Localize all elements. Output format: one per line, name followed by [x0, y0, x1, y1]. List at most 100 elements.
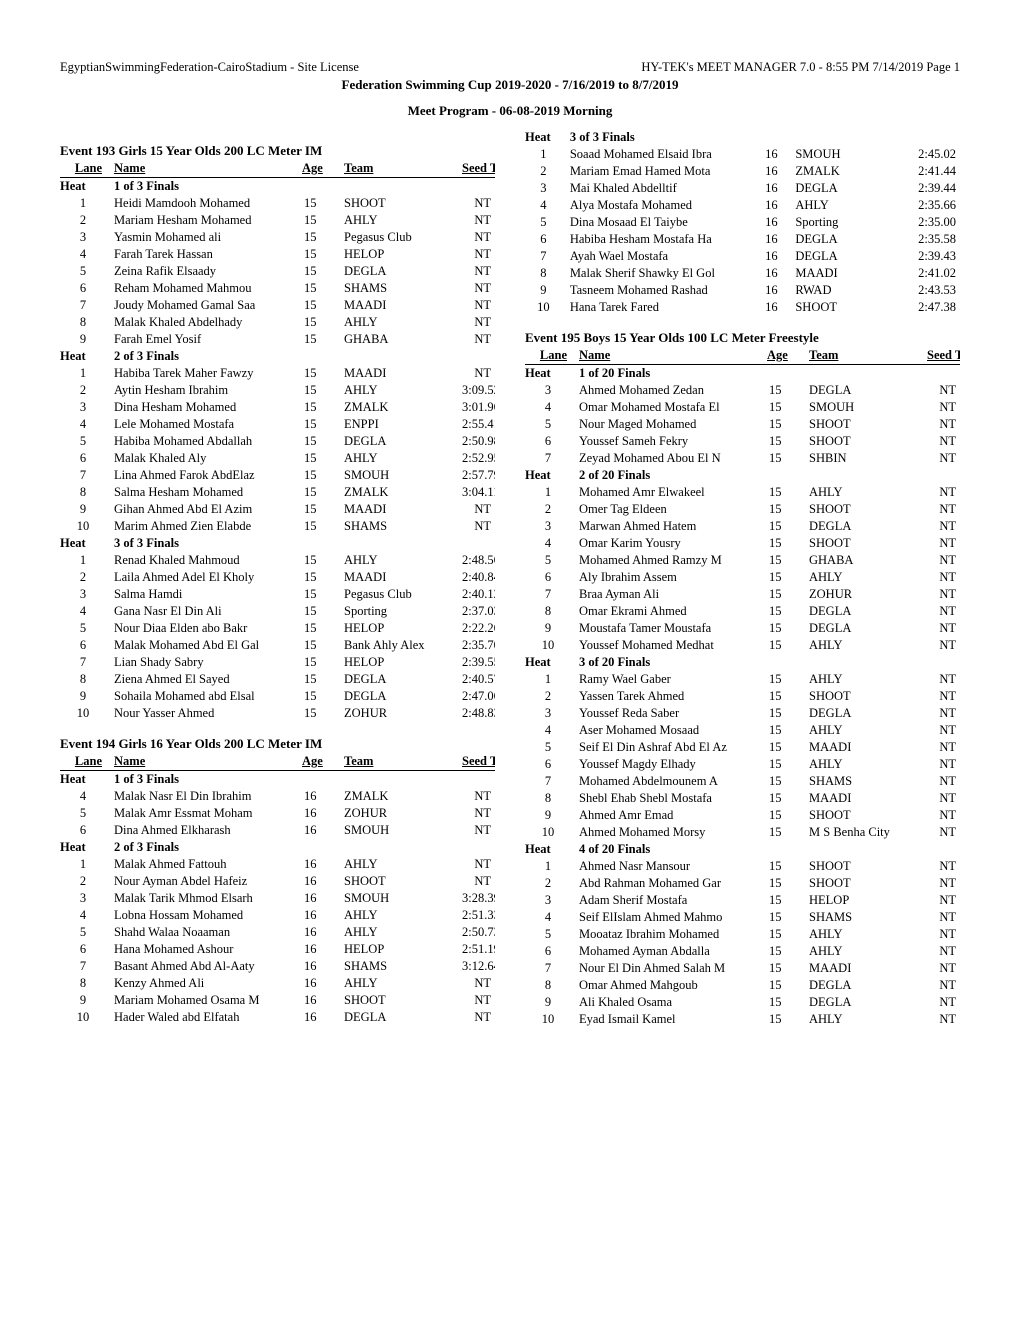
entry-name: Nour Yasser Ahmed	[110, 705, 298, 722]
heat-row: Heat 2 of 20 Finals	[525, 467, 960, 484]
entry-name: Renad Khaled Mahmoud	[110, 552, 298, 569]
entry-seed: NT	[923, 399, 960, 416]
col-team-header: Team	[340, 160, 458, 178]
entry-row: 1 Malak Ahmed Fattouh 16 AHLY NT	[60, 856, 495, 873]
entry-name: Seif ElIslam Ahmed Mahmo	[575, 909, 763, 926]
page-header-row: EgyptianSwimmingFederation-CairoStadium …	[60, 60, 960, 75]
entry-seed: NT	[458, 822, 495, 839]
entry-age: 15	[298, 501, 340, 518]
entry-row: 1 Ramy Wael Gaber 15 AHLY NT	[525, 671, 960, 688]
entry-name: Kenzy Ahmed Ali	[110, 975, 298, 992]
entry-seed: 2:48.83	[458, 705, 495, 722]
heat-label-prefix: Heat	[525, 841, 575, 858]
entry-age: 15	[763, 773, 805, 790]
entry-age: 15	[763, 943, 805, 960]
entry-name: Aser Mohamed Mosaad	[575, 722, 763, 739]
entry-name: Nour Diaa Elden abo Bakr	[110, 620, 298, 637]
entry-team: DEGLA	[791, 248, 909, 265]
entry-team: M S Benha City	[805, 824, 923, 841]
entry-row: 2 Nour Ayman Abdel Hafeiz 16 SHOOT NT	[60, 873, 495, 890]
entry-seed: NT	[923, 739, 960, 756]
entry-seed: NT	[923, 603, 960, 620]
entry-seed: 2:40.12	[458, 586, 495, 603]
entry-seed: NT	[458, 246, 495, 263]
entry-age: 16	[759, 265, 791, 282]
entry-seed: NT	[923, 977, 960, 994]
entry-row: 4 Alya Mostafa Mohamed 16 AHLY 2:35.66	[525, 197, 960, 214]
entry-lane: 2	[525, 163, 566, 180]
entry-name: Malak Khaled Aly	[110, 450, 298, 467]
entry-name: Mariam Hesham Mohamed	[110, 212, 298, 229]
entry-name: Tasneem Mohamed Rashad	[566, 282, 759, 299]
entry-seed: 3:12.64	[458, 958, 495, 975]
entry-name: Omar Ahmed Mahgoub	[575, 977, 763, 994]
entry-name: Adam Sherif Mostafa	[575, 892, 763, 909]
entry-seed: 2:35.70	[458, 637, 495, 654]
entry-age: 15	[298, 195, 340, 212]
entry-age: 15	[298, 484, 340, 501]
entry-row: 5 Habiba Mohamed Abdallah 15 DEGLA 2:50.…	[60, 433, 495, 450]
entry-name: Zeina Rafik Elsaady	[110, 263, 298, 280]
entry-lane: 10	[525, 1011, 575, 1028]
entry-name: Mooataz Ibrahim Mohamed	[575, 926, 763, 943]
entry-lane: 5	[525, 926, 575, 943]
entry-seed: NT	[923, 569, 960, 586]
entry-seed: 2:39.44	[910, 180, 961, 197]
entry-age: 15	[763, 960, 805, 977]
entry-age: 15	[763, 620, 805, 637]
event-table: Lane Name Age Team Seed Time Heat 1 of 3…	[60, 753, 495, 1026]
entry-name: Abd Rahman Mohamed Gar	[575, 875, 763, 892]
entry-row: 4 Omar Karim Yousry 15 SHOOT NT	[525, 535, 960, 552]
entry-lane: 7	[60, 654, 110, 671]
entry-seed: NT	[923, 807, 960, 824]
entry-seed: NT	[923, 960, 960, 977]
entry-row: 9 Ahmed Amr Emad 15 SHOOT NT	[525, 807, 960, 824]
entry-lane: 6	[60, 637, 110, 654]
entry-team: DEGLA	[340, 688, 458, 705]
heat-label: 3 of 3 Finals	[566, 129, 960, 146]
entry-row: 7 Joudy Mohamed Gamal Saa 15 MAADI NT	[60, 297, 495, 314]
entry-age: 15	[763, 824, 805, 841]
entry-team: SMOUH	[340, 467, 458, 484]
entry-row: 3 Mai Khaled Abdelltif 16 DEGLA 2:39.44	[525, 180, 960, 197]
entry-lane: 10	[525, 824, 575, 841]
event-title: Event 194 Girls 16 Year Olds 200 LC Mete…	[60, 736, 495, 752]
entry-team: SHOOT	[805, 807, 923, 824]
entry-age: 15	[298, 314, 340, 331]
entry-seed: NT	[458, 873, 495, 890]
entry-name: Malak Mohamed Abd El Gal	[110, 637, 298, 654]
entry-age: 15	[763, 382, 805, 399]
entry-age: 15	[763, 807, 805, 824]
entry-name: Hader Waled abd Elfatah	[110, 1009, 298, 1026]
entry-age: 15	[763, 909, 805, 926]
entry-team: Bank Ahly Alex	[340, 637, 458, 654]
entry-name: Hana Tarek Fared	[566, 299, 759, 316]
event-title: Event 195 Boys 15 Year Olds 100 LC Meter…	[525, 330, 960, 346]
col-name-header: Name	[110, 753, 298, 771]
entry-age: 15	[298, 297, 340, 314]
entry-row: 5 Shahd Walaa Noaaman 16 AHLY 2:50.73	[60, 924, 495, 941]
entry-row: 5 Zeina Rafik Elsaady 15 DEGLA NT	[60, 263, 495, 280]
entry-team: SHOOT	[340, 873, 458, 890]
entry-seed: NT	[923, 858, 960, 875]
entry-age: 15	[763, 399, 805, 416]
entry-row: 4 Lobna Hossam Mohamed 16 AHLY 2:51.33	[60, 907, 495, 924]
entry-row: 7 Basant Ahmed Abd Al-Aaty 16 SHAMS 3:12…	[60, 958, 495, 975]
entry-name: Dina Mosaad El Taiybe	[566, 214, 759, 231]
heat-label-prefix: Heat	[60, 178, 110, 196]
entry-age: 15	[298, 382, 340, 399]
entry-age: 15	[298, 280, 340, 297]
entry-lane: 8	[525, 603, 575, 620]
entry-name: Habiba Hesham Mostafa Ha	[566, 231, 759, 248]
entry-seed: NT	[923, 688, 960, 705]
entry-name: Malak Sherif Shawky El Gol	[566, 265, 759, 282]
entry-row: 2 Omer Tag Eldeen 15 SHOOT NT	[525, 501, 960, 518]
heat-label-prefix: Heat	[525, 129, 566, 146]
entry-team: AHLY	[340, 907, 458, 924]
entry-lane: 5	[525, 214, 566, 231]
entry-team: GHABA	[340, 331, 458, 348]
entry-seed: NT	[458, 280, 495, 297]
entry-age: 15	[298, 637, 340, 654]
entry-row: 8 Malak Khaled Abdelhady 15 AHLY NT	[60, 314, 495, 331]
entry-name: Dina Ahmed Elkharash	[110, 822, 298, 839]
